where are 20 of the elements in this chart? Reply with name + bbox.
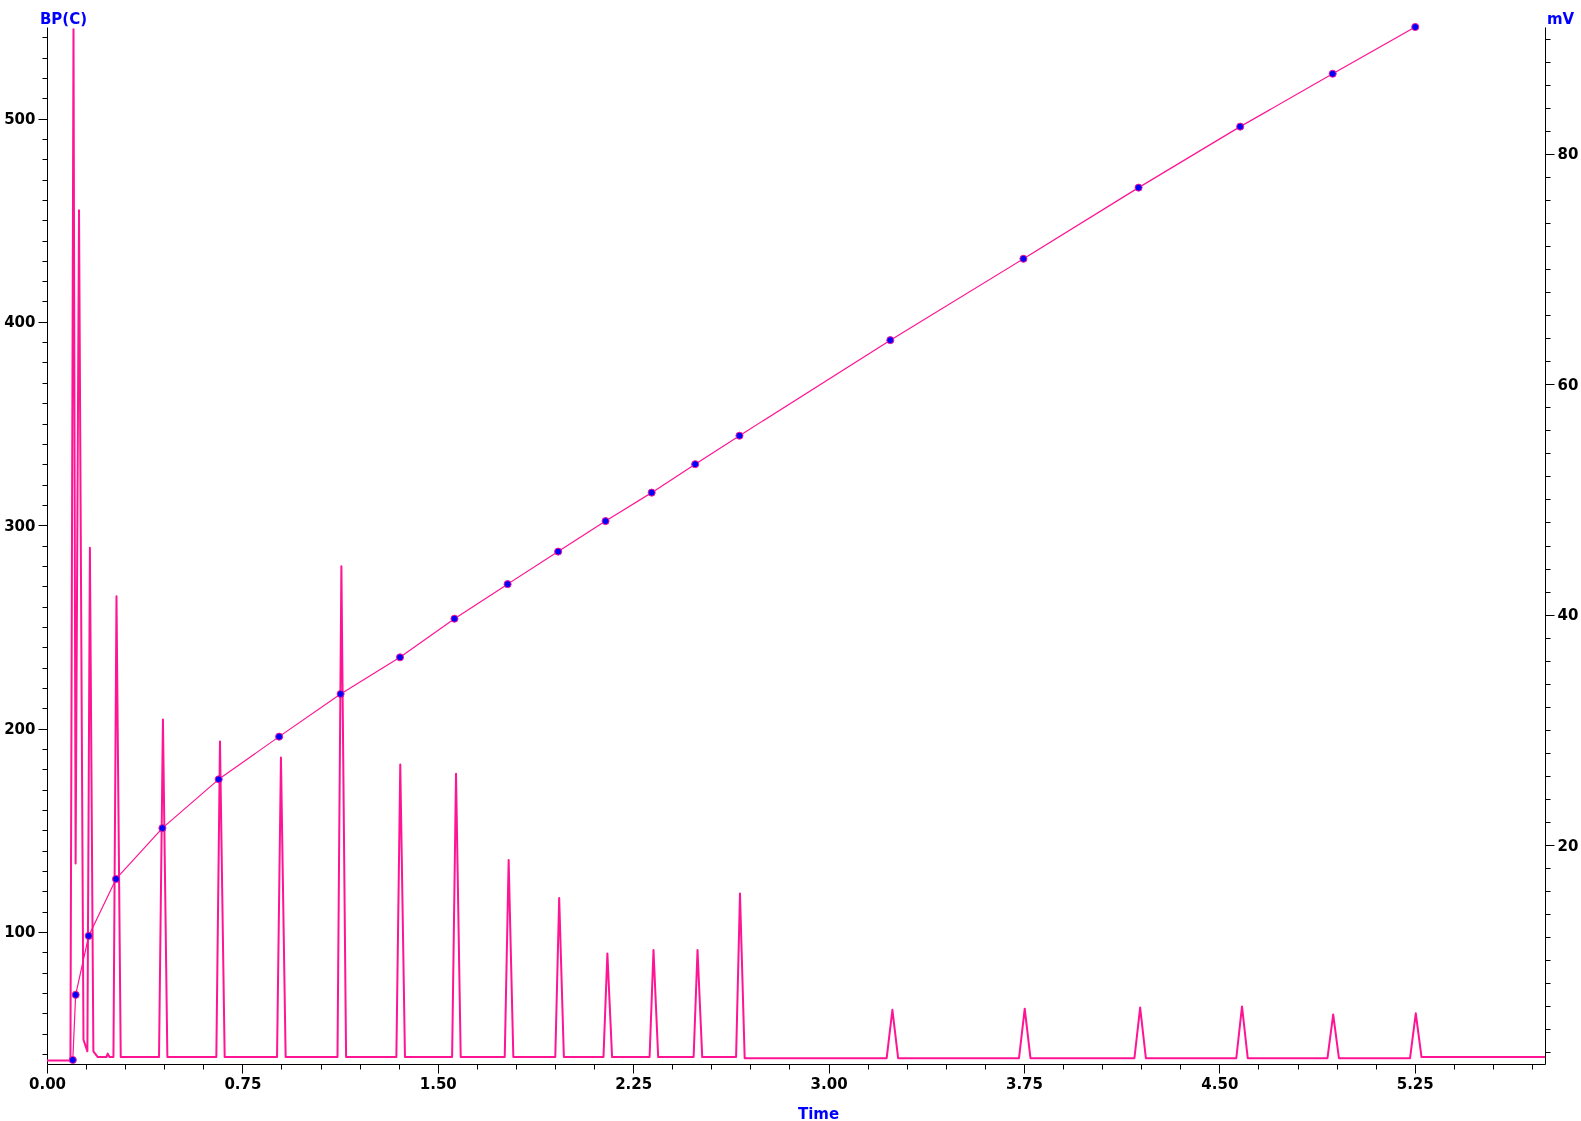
y-tick-label: 100 <box>4 923 36 942</box>
x-tick-label: 5.25 <box>1396 1074 1434 1093</box>
x-tick-label: 3.75 <box>1005 1074 1043 1093</box>
y2-tick-label: 80 <box>1557 145 1579 164</box>
x-tick-label: 3.00 <box>810 1074 848 1093</box>
x-tick-label: 1.50 <box>419 1074 457 1093</box>
y-tick-label: 300 <box>4 516 36 535</box>
y2-tick-label: 60 <box>1557 375 1579 394</box>
y-tick-label: 200 <box>4 720 36 738</box>
y-axis-title: BP(C) <box>39 9 88 28</box>
x-tick-label: 0.75 <box>224 1074 262 1093</box>
y2-tick-label: 40 <box>1557 606 1579 625</box>
y2-tick-label: 20 <box>1557 836 1579 855</box>
y-tick-label: 400 <box>4 313 36 332</box>
y2-axis-title: mV <box>1546 9 1575 28</box>
x-tick-label: 2.25 <box>615 1074 653 1093</box>
y-tick-label: 500 <box>4 110 36 128</box>
x-axis-title: Time <box>797 1104 840 1121</box>
x-tick-label: 0.00 <box>28 1074 67 1093</box>
x-tick-label: 4.50 <box>1201 1074 1239 1093</box>
